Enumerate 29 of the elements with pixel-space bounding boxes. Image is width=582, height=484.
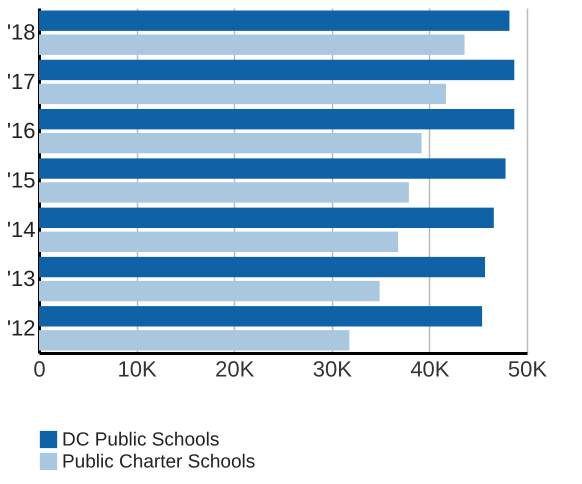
y-tick-label: '13 [6, 266, 36, 292]
bar [39, 330, 350, 351]
bar [39, 232, 398, 252]
bar [39, 182, 409, 203]
y-tick-label: '17 [6, 68, 36, 94]
y-tick-label: '16 [6, 118, 36, 144]
bar [39, 256, 486, 278]
x-tick-label: 40K [410, 356, 450, 382]
y-tick-label: '18 [6, 20, 36, 45]
bar [39, 280, 380, 302]
bar [39, 10, 510, 31]
bar [39, 158, 506, 179]
x-tick-label: 50K [508, 356, 548, 382]
x-tick-label: 20K [215, 356, 255, 382]
bar [39, 306, 482, 327]
y-tick-label: '12 [6, 315, 36, 340]
x-tick-label: 30K [312, 356, 352, 382]
legend-label: Public Charter Schools [62, 452, 256, 472]
bar [39, 84, 446, 104]
x-tick-label: 0 [33, 356, 46, 382]
bar [39, 208, 494, 228]
bar [39, 133, 422, 154]
bar [39, 60, 514, 80]
legend-label: DC Public Schools [62, 430, 220, 450]
x-tick-label: 10K [118, 356, 157, 382]
y-tick-label: '14 [6, 216, 36, 242]
y-tick-label: '15 [6, 168, 36, 192]
bar [39, 34, 465, 55]
bar [39, 109, 514, 130]
